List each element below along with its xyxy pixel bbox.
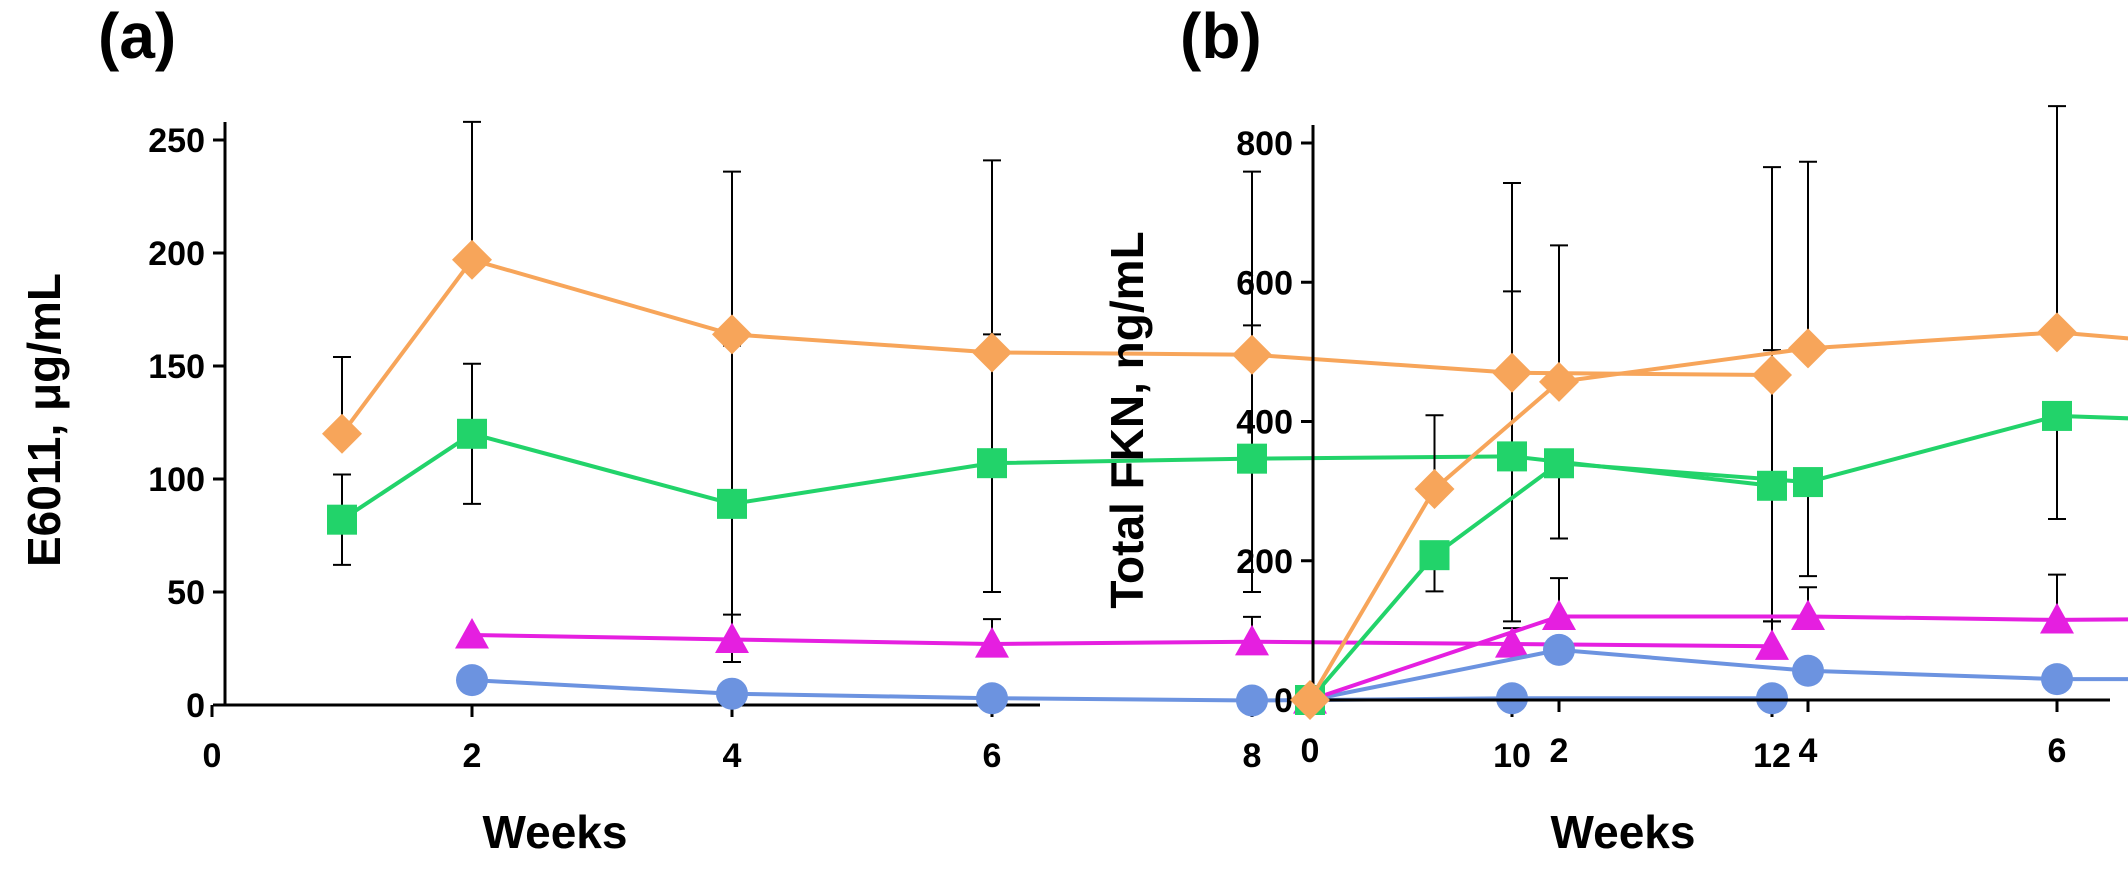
panel-b-series-triangle-line	[1309, 614, 2128, 702]
panel-a-series-circle-line	[471, 678, 1772, 703]
panel-a-x-tick-label: 8	[1243, 737, 1262, 775]
panel-a-point-square	[977, 448, 1007, 479]
panel-a-x-axis-title: Weeks	[483, 806, 628, 858]
panel-a-series-triangle-line	[471, 632, 1773, 649]
panel-a-y-tick-label: 50	[167, 574, 205, 612]
panel-a-y-tick-label: 200	[148, 235, 205, 273]
panel-b-point-square	[1793, 467, 1823, 498]
panel-b-plot-area: 0200400600800024681012	[1236, 105, 2128, 770]
panel-b-y-tick-label: 800	[1236, 125, 1293, 163]
panel-a-point-diamond	[1752, 355, 1792, 396]
panel-a-point-circle	[716, 677, 748, 710]
panel-b-point-square	[1419, 540, 1450, 571]
panel-a-x-tick-label: 4	[723, 737, 742, 775]
panel-b-point-square	[2042, 400, 2072, 431]
panel-a-y-tick-label: 250	[148, 122, 205, 160]
panel-a-point-triangle	[1755, 629, 1789, 660]
panel-a-point-triangle	[455, 617, 489, 649]
panel-b-point-diamond	[1290, 680, 1330, 720]
panel-a-point-diamond	[1492, 352, 1532, 393]
panel-a-x-tick-label: 10	[1493, 737, 1531, 775]
panel-b-point-circle	[1792, 654, 1824, 687]
panel-b-label: (b)	[1180, 0, 1262, 72]
panel-b-series-diamond-line	[1308, 330, 2128, 702]
panel-a-x-tick-label: 2	[463, 737, 482, 775]
panel-a-point-square	[1497, 441, 1527, 472]
panel-b-y-tick-label: 200	[1236, 543, 1293, 581]
panel-b-point-square	[1544, 448, 1574, 479]
panel-a-point-square	[457, 418, 487, 449]
panel-a-point-triangle	[715, 622, 749, 654]
panel-a-point-circle	[1236, 684, 1268, 717]
panel-a-point-square	[327, 504, 357, 535]
panel-b-point-diamond	[2037, 312, 2077, 353]
panel-b: (b) Total FKN, ng/mL Weeks 0 200 400 600 800…	[1101, 0, 2128, 858]
panel-a-point-square	[1237, 443, 1267, 474]
panel-b-point-circle	[2041, 663, 2073, 696]
panel-a-point-circle	[976, 682, 1008, 715]
panel-b-x-tick-label: 0	[1301, 732, 1320, 770]
panel-a-point-circle	[1756, 682, 1788, 715]
panel-b-y-tick-label: 400	[1236, 404, 1293, 442]
panel-a-label: (a)	[98, 0, 176, 72]
panel-b-point-diamond	[1788, 328, 1828, 369]
panel-a-point-diamond	[972, 332, 1012, 373]
panel-b-point-triangle	[1542, 599, 1576, 631]
panel-a-x-tick-label: 6	[983, 737, 1002, 775]
panel-a-x-tick-label: 0	[203, 737, 222, 775]
panel-a-point-circle	[456, 664, 488, 697]
panel-a-y-tick-label: 0	[186, 687, 205, 725]
panel-b-point-diamond	[1414, 469, 1455, 510]
panel-a-series-diamond-line	[340, 257, 1773, 435]
panel-b-y-axis-title: Total FKN, ng/mL	[1101, 231, 1153, 608]
panel-a-y-axis-title: E6011, μg/mL	[18, 273, 70, 567]
panel-a-point-square	[717, 488, 747, 519]
panel-a-x-tick-label: 12	[1753, 737, 1791, 775]
panel-b-x-tick-label: 6	[2048, 732, 2067, 770]
panel-b-point-triangle	[2040, 602, 2074, 634]
panel-a-point-diamond	[712, 314, 752, 355]
panel-b-y-tick-label: 0	[1274, 682, 1293, 720]
panel-a-point-diamond	[1232, 334, 1272, 375]
panel-b-x-axis-title: Weeks	[1551, 806, 1696, 858]
panel-a-point-triangle	[1495, 626, 1529, 658]
panel-a-point-triangle	[1235, 624, 1269, 656]
panel-a-point-square	[1757, 470, 1787, 501]
panel-a-y-tick-label: 150	[148, 348, 205, 386]
panel-b-x-tick-label: 4	[1799, 732, 1818, 770]
panel-a-point-diamond	[322, 413, 362, 454]
panel-a-point-triangle	[975, 626, 1009, 658]
panel-b-point-circle	[1543, 633, 1575, 666]
panel-a-point-diamond	[452, 239, 492, 280]
panel-a-y-tick-label: 100	[148, 461, 205, 499]
panel-b-series-square-line	[1308, 413, 2128, 702]
panel-b-y-tick-label: 600	[1236, 264, 1293, 302]
panel-a-point-circle	[1496, 682, 1528, 715]
panel-b-point-triangle	[1791, 599, 1825, 631]
panel-b-point-diamond	[1539, 361, 1579, 402]
panel-b-x-tick-label: 2	[1550, 732, 1569, 770]
